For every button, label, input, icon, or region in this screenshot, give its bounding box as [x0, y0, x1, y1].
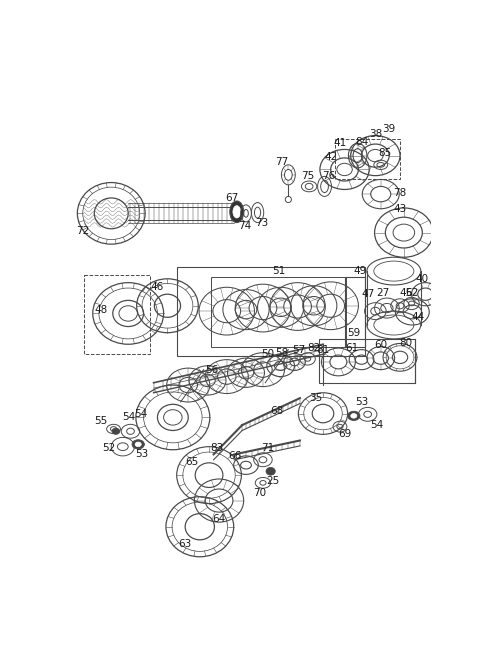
Text: 69: 69 — [338, 429, 351, 440]
Text: 43: 43 — [394, 204, 407, 214]
Text: 60: 60 — [374, 340, 387, 350]
Text: 70: 70 — [253, 488, 266, 498]
Text: 62: 62 — [406, 288, 419, 297]
Text: 49: 49 — [353, 266, 367, 276]
Text: 81: 81 — [316, 345, 330, 354]
Text: 55: 55 — [95, 416, 108, 426]
Text: 71: 71 — [261, 443, 274, 453]
Text: 80: 80 — [399, 339, 412, 348]
Text: 46: 46 — [151, 282, 164, 291]
Text: 56: 56 — [205, 365, 218, 375]
Text: 47: 47 — [361, 290, 374, 299]
Ellipse shape — [351, 413, 357, 418]
Text: 66: 66 — [228, 451, 241, 461]
Text: 45: 45 — [399, 288, 413, 297]
Text: 67: 67 — [226, 193, 239, 203]
Text: 50: 50 — [261, 349, 274, 359]
Ellipse shape — [132, 440, 144, 449]
Text: 42: 42 — [324, 152, 337, 162]
Text: 48: 48 — [95, 305, 108, 314]
Text: 38: 38 — [369, 129, 382, 139]
Text: 39: 39 — [383, 124, 396, 134]
Text: 35: 35 — [309, 393, 322, 403]
Text: 25: 25 — [266, 476, 279, 485]
Text: 77: 77 — [276, 157, 289, 167]
Text: 75: 75 — [301, 172, 314, 181]
Text: 57: 57 — [292, 345, 305, 356]
Text: 84: 84 — [355, 137, 368, 147]
Text: 51: 51 — [272, 266, 285, 276]
Text: 73: 73 — [255, 218, 268, 229]
Text: 54: 54 — [370, 420, 384, 430]
Text: 74: 74 — [238, 221, 251, 231]
Text: 65: 65 — [185, 457, 199, 467]
Text: 68: 68 — [270, 406, 283, 416]
Text: 44: 44 — [411, 312, 424, 322]
Text: 64: 64 — [213, 514, 226, 524]
Text: 72: 72 — [76, 226, 89, 236]
Text: 54: 54 — [122, 413, 135, 422]
Text: 82: 82 — [307, 343, 320, 353]
Text: 54: 54 — [134, 409, 147, 419]
Text: 52: 52 — [102, 443, 116, 453]
Ellipse shape — [348, 411, 360, 421]
Text: 61: 61 — [346, 343, 359, 353]
Ellipse shape — [112, 428, 120, 434]
Text: 59: 59 — [347, 328, 360, 338]
Text: 63: 63 — [178, 540, 191, 550]
Text: 76: 76 — [323, 172, 336, 181]
Text: 78: 78 — [394, 187, 407, 198]
Text: 58: 58 — [276, 348, 289, 358]
Text: 53: 53 — [135, 449, 149, 459]
Ellipse shape — [230, 201, 244, 223]
Text: 53: 53 — [355, 397, 368, 407]
Text: 85: 85 — [378, 148, 391, 159]
Ellipse shape — [135, 442, 141, 447]
Ellipse shape — [266, 468, 275, 475]
Text: 40: 40 — [415, 274, 428, 284]
Text: 41: 41 — [333, 138, 347, 148]
Ellipse shape — [233, 206, 240, 218]
Text: 83: 83 — [210, 443, 223, 453]
Text: 27: 27 — [376, 288, 390, 297]
